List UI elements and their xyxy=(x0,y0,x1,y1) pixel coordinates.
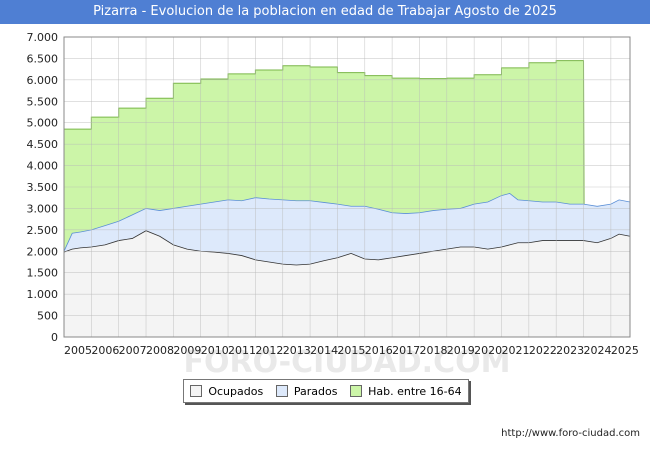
area-ocupados xyxy=(64,230,630,337)
x-tick-label: 2022 xyxy=(529,344,557,357)
line-ocupados xyxy=(63,230,631,266)
x-tick-label: 2013 xyxy=(283,344,311,357)
x-tick-label: 2020 xyxy=(474,344,502,357)
legend-label-habitantes: Hab. entre 16-64 xyxy=(368,384,462,398)
legend-item-parados: Parados xyxy=(275,384,338,398)
x-tick-label: 2006 xyxy=(91,344,119,357)
plot-frame xyxy=(63,36,631,338)
y-tick-label: 1.000 xyxy=(27,288,59,301)
legend-swatch-parados xyxy=(275,385,288,397)
x-tick-label: 2007 xyxy=(119,344,147,357)
y-tick-label: 2.500 xyxy=(27,224,59,237)
legend-item-ocupados: Ocupados xyxy=(190,385,263,398)
x-tick-label: 2018 xyxy=(419,344,447,357)
x-tick-label: 2021 xyxy=(501,344,529,357)
y-tick-label: 4.500 xyxy=(27,138,59,151)
watermark: FORO-CIUDAD.COM xyxy=(184,345,511,380)
x-tick-label: 2012 xyxy=(255,344,283,357)
x-tick-label: 2023 xyxy=(556,344,584,357)
x-tick-label: 2016 xyxy=(365,344,393,357)
y-tick-label: 4.000 xyxy=(27,160,59,173)
y-tick-label: 5.000 xyxy=(27,117,59,130)
legend-item-habitantes: Hab. entre 16-64 xyxy=(350,385,462,398)
x-tick-label: 2014 xyxy=(310,344,338,357)
source-link[interactable]: http://www.foro-ciudad.com xyxy=(501,428,640,439)
legend: Ocupados Parados Hab. entre 16-64 xyxy=(183,379,469,403)
y-tick-label: 2.000 xyxy=(27,245,59,258)
x-tick-label: 2019 xyxy=(447,344,475,357)
x-tick-label: 2011 xyxy=(228,344,256,357)
legend-label-ocupados: Ocupados xyxy=(208,384,264,398)
y-tick-label: 500 xyxy=(37,310,58,323)
x-tick-label: 2009 xyxy=(173,344,201,357)
y-tick-label: 6.000 xyxy=(27,74,59,87)
y-tick-label: 6.500 xyxy=(27,52,59,65)
y-tick-label: 1.500 xyxy=(27,267,59,280)
y-tick-label: 3.500 xyxy=(27,181,59,194)
legend-label-parados: Parados xyxy=(293,384,338,398)
y-tick-label: 3.000 xyxy=(27,202,59,215)
x-tick-label: 2015 xyxy=(337,344,365,357)
x-tick-label: 2025 xyxy=(611,344,639,357)
y-tick-label: 5.500 xyxy=(27,95,59,108)
y-tick-label: 0 xyxy=(51,331,58,344)
line-parados xyxy=(63,192,631,252)
legend-swatch-habitantes xyxy=(350,385,363,397)
y-tick-label: 7.000 xyxy=(27,31,59,44)
x-tick-label: 2024 xyxy=(584,344,612,357)
chart-title: Pizarra - Evolucion de la poblacion en e… xyxy=(0,0,650,24)
legend-swatch-ocupados xyxy=(190,385,203,397)
x-tick-label: 2008 xyxy=(146,344,174,357)
x-tick-label: 2017 xyxy=(392,344,420,357)
x-tick-label: 2010 xyxy=(201,344,229,357)
x-tick-label: 2005 xyxy=(64,344,92,357)
